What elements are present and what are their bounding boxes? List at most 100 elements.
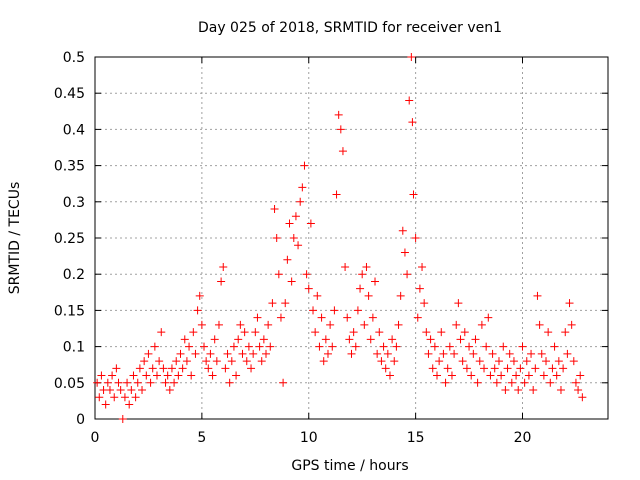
data-point <box>480 364 489 373</box>
data-point <box>441 378 450 387</box>
data-point <box>163 371 172 380</box>
data-point <box>178 364 187 373</box>
data-point <box>317 313 326 322</box>
data-point <box>488 349 497 358</box>
plot-frame <box>94 56 609 420</box>
data-point <box>321 335 330 344</box>
data-point <box>450 349 459 358</box>
data-point <box>433 371 441 380</box>
data-point <box>191 349 200 358</box>
data-point <box>571 378 580 387</box>
data-point <box>251 328 260 337</box>
data-point <box>238 349 247 358</box>
data-point <box>462 364 471 373</box>
data-point <box>529 386 538 395</box>
y-tick-label: 0.35 <box>54 159 85 175</box>
data-point <box>424 349 433 358</box>
data-point <box>373 349 382 358</box>
data-point <box>338 147 347 156</box>
data-point <box>435 357 444 366</box>
data-point <box>469 349 478 358</box>
data-point <box>345 335 354 344</box>
data-point <box>494 357 503 366</box>
data-point <box>97 371 106 380</box>
data-point <box>161 378 170 387</box>
data-point <box>197 320 206 329</box>
data-point <box>364 291 373 300</box>
data-point <box>484 313 493 322</box>
data-point <box>501 386 510 395</box>
data-point <box>497 371 506 380</box>
y-tick-label: 0.5 <box>63 50 85 66</box>
data-point <box>244 342 253 351</box>
data-point <box>131 393 140 402</box>
data-point <box>375 328 384 337</box>
data-point <box>516 364 525 373</box>
data-point <box>150 342 159 351</box>
data-point <box>172 357 181 366</box>
x-tick-label: 20 <box>514 430 532 446</box>
data-point <box>531 364 540 373</box>
data-point <box>477 320 486 329</box>
data-point <box>189 328 198 337</box>
data-point <box>383 349 392 358</box>
data-point <box>546 378 555 387</box>
data-point <box>452 320 461 329</box>
data-point <box>390 357 399 366</box>
data-point <box>187 371 196 380</box>
data-point <box>268 299 277 308</box>
data-point <box>567 320 576 329</box>
data-point <box>343 313 352 322</box>
data-point <box>266 342 275 351</box>
data-point <box>133 378 142 387</box>
data-point <box>219 262 228 271</box>
data-point <box>180 335 189 344</box>
data-point <box>274 270 283 279</box>
data-point <box>103 378 112 387</box>
data-point <box>264 320 273 329</box>
data-points <box>93 53 587 423</box>
data-point <box>490 364 499 373</box>
data-point <box>556 386 565 395</box>
y-tick-label: 0.1 <box>63 340 85 356</box>
data-point <box>492 378 501 387</box>
data-point <box>101 400 110 409</box>
y-tick-label: 0.15 <box>54 303 85 319</box>
data-point <box>214 320 223 329</box>
data-point <box>552 371 561 380</box>
data-point <box>229 342 238 351</box>
data-point <box>232 371 241 380</box>
y-tick-label: 0.4 <box>63 122 85 138</box>
data-point <box>138 386 147 395</box>
data-point <box>356 284 365 293</box>
data-point <box>225 378 234 387</box>
x-tick-label: 0 <box>91 430 100 446</box>
data-point <box>313 291 322 300</box>
data-point <box>148 364 157 373</box>
data-point <box>428 364 437 373</box>
data-point <box>129 371 138 380</box>
data-point <box>212 357 221 366</box>
data-point <box>505 349 514 358</box>
data-point <box>146 378 155 387</box>
data-point <box>351 342 360 351</box>
data-point <box>159 364 168 373</box>
data-point <box>514 386 523 395</box>
data-point <box>499 342 508 351</box>
data-point <box>482 342 491 351</box>
data-point <box>281 299 290 308</box>
data-point <box>537 349 546 358</box>
data-point <box>542 357 551 366</box>
data-point <box>405 96 414 105</box>
data-point <box>447 371 456 380</box>
data-point <box>221 364 230 373</box>
data-point <box>507 378 516 387</box>
data-point <box>200 342 209 351</box>
data-point <box>548 364 557 373</box>
data-point <box>157 328 166 337</box>
data-point <box>283 255 292 264</box>
data-point <box>311 328 320 337</box>
data-point <box>294 241 303 250</box>
grid-lines <box>95 57 608 419</box>
